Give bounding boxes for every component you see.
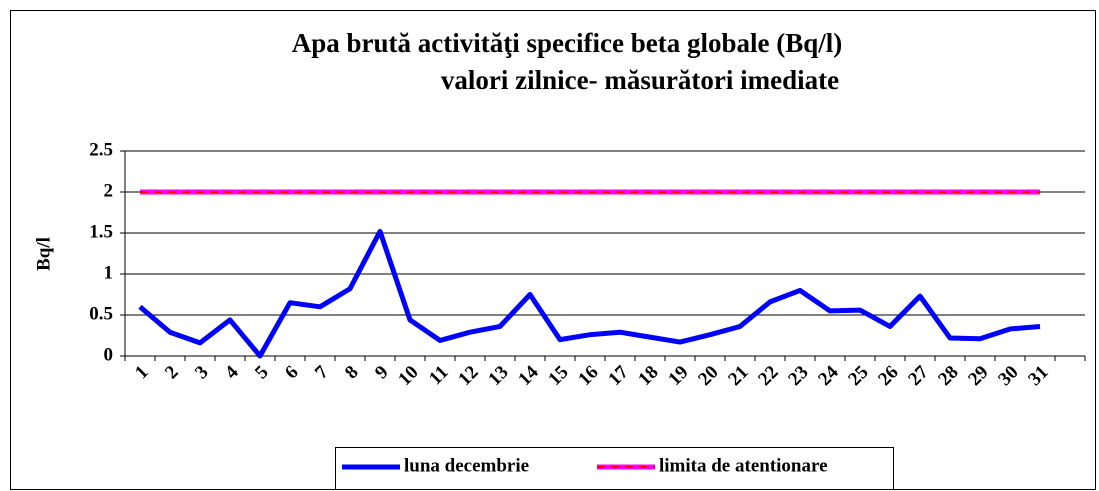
y-tick-label: 0 xyxy=(104,344,114,365)
y-tick-label: 2 xyxy=(104,180,114,201)
chart-border xyxy=(10,10,1096,490)
y-tick-label: 0.5 xyxy=(89,303,113,324)
legend-label: luna decembrie xyxy=(404,455,529,476)
y-tick-label: 1.5 xyxy=(89,221,113,242)
chart-title: Apa brută activităţi specifice beta glob… xyxy=(292,28,842,58)
series-line xyxy=(138,228,1041,359)
y-tick-label: 1 xyxy=(104,262,114,283)
y-axis-label: Bq/l xyxy=(33,237,54,271)
y-tick-label: 2.5 xyxy=(89,139,113,160)
legend-label: limita de atentionare xyxy=(659,455,828,476)
chart-subtitle: valori zilnice- măsurători imediate xyxy=(441,65,839,95)
